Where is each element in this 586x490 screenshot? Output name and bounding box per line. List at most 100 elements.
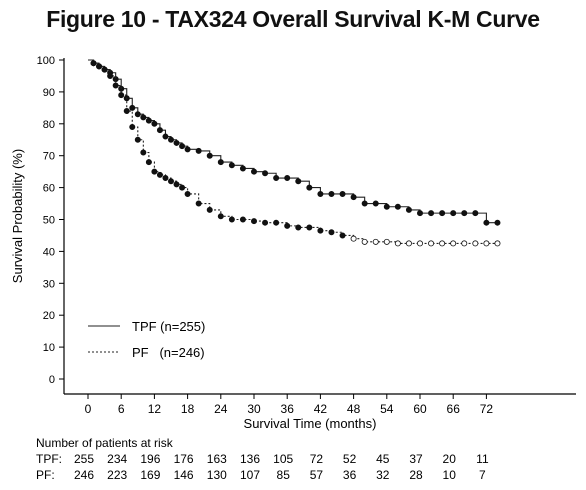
risk-count: 169 xyxy=(140,468,160,482)
censor-marker-pf xyxy=(328,229,335,236)
x-tick-label: 18 xyxy=(181,402,195,416)
censor-marker-pf xyxy=(123,108,130,115)
censor-marker-pf xyxy=(372,238,379,245)
y-tick-label: 10 xyxy=(43,342,55,354)
censor-marker-tpf xyxy=(350,194,357,201)
censor-marker-tpf xyxy=(494,219,501,226)
censor-marker-pf xyxy=(472,240,479,247)
risk-count: 176 xyxy=(174,452,194,466)
censor-marker-tpf xyxy=(262,170,269,177)
y-tick-label: 70 xyxy=(43,151,55,163)
risk-count: 36 xyxy=(343,468,357,482)
risk-count: 7 xyxy=(479,468,486,482)
censor-marker-tpf xyxy=(239,165,246,172)
risk-count: 234 xyxy=(107,452,127,466)
legend-label-tpf: TPF (n=255) xyxy=(132,319,205,334)
censor-marker-pf xyxy=(361,238,368,245)
censor-marker-tpf xyxy=(206,152,213,159)
risk-count: 107 xyxy=(240,468,260,482)
censor-marker-pf xyxy=(179,184,186,191)
censor-marker-tpf xyxy=(273,175,280,182)
x-tick-label: 72 xyxy=(480,402,494,416)
censor-marker-tpf xyxy=(167,136,174,143)
censor-marker-pf xyxy=(140,149,147,156)
risk-count: 163 xyxy=(207,452,227,466)
y-axis-title: Survival Probability (%) xyxy=(10,149,25,283)
censor-marker-tpf xyxy=(472,210,479,217)
censor-marker-pf xyxy=(284,222,291,229)
censor-marker-tpf xyxy=(339,190,346,197)
censor-marker-tpf xyxy=(405,206,412,213)
censor-marker-tpf xyxy=(217,159,224,166)
censor-marker-pf xyxy=(101,66,108,73)
series-line-tpf xyxy=(88,59,498,224)
censor-marker-pf xyxy=(96,63,103,70)
censor-marker-pf xyxy=(295,224,302,231)
y-tick-label: 40 xyxy=(43,246,55,258)
censor-marker-pf xyxy=(339,232,346,239)
censor-marker-tpf xyxy=(306,184,313,191)
risk-count: 37 xyxy=(409,452,423,466)
risk-count: 52 xyxy=(343,452,357,466)
censor-marker-pf xyxy=(217,213,224,220)
censor-marker-tpf xyxy=(151,120,158,127)
x-tick-label: 24 xyxy=(214,402,228,416)
censor-marker-pf xyxy=(206,206,213,213)
x-tick-label: 48 xyxy=(347,402,361,416)
risk-count: 57 xyxy=(310,468,324,482)
y-tick-label: 20 xyxy=(43,310,55,322)
censor-marker-tpf xyxy=(195,147,202,154)
censor-marker-pf xyxy=(262,219,269,226)
x-tick-label: 0 xyxy=(85,402,92,416)
censor-marker-tpf xyxy=(483,219,490,226)
risk-count: 246 xyxy=(74,468,94,482)
risk-table-heading: Number of patients at risk xyxy=(36,436,174,450)
censor-marker-pf xyxy=(118,92,125,99)
risk-count: 255 xyxy=(74,452,94,466)
censor-marker-tpf xyxy=(416,210,423,217)
censor-marker-tpf xyxy=(184,146,191,153)
censor-marker-tpf xyxy=(317,190,324,197)
censor-marker-tpf xyxy=(129,104,136,111)
legend-label-pf: PF (n=246) xyxy=(132,345,205,360)
risk-count: 72 xyxy=(310,452,324,466)
series-line-pf xyxy=(88,59,498,244)
censor-marker-pf xyxy=(461,240,468,247)
censor-marker-pf xyxy=(350,235,357,242)
risk-count: 32 xyxy=(376,468,390,482)
censor-marker-tpf xyxy=(156,127,163,134)
censor-marker-pf xyxy=(306,224,313,231)
censor-marker-pf xyxy=(90,60,97,67)
censor-marker-pf xyxy=(416,240,423,247)
censor-marker-pf xyxy=(439,240,446,247)
x-tick-label: 54 xyxy=(380,402,394,416)
censor-marker-pf xyxy=(228,216,235,223)
y-tick-label: 50 xyxy=(43,215,55,227)
figure-title: Figure 10 - TAX324 Overall Survival K-M … xyxy=(46,6,540,32)
censor-marker-pf xyxy=(129,123,136,130)
censor-marker-tpf xyxy=(361,200,368,207)
y-tick-label: 60 xyxy=(43,183,55,195)
y-tick-label: 100 xyxy=(37,55,55,67)
censor-marker-tpf xyxy=(140,114,147,121)
censor-marker-tpf xyxy=(134,111,141,118)
risk-row-label: PF: xyxy=(36,468,55,482)
censor-marker-tpf xyxy=(328,190,335,197)
censor-marker-pf xyxy=(173,181,180,188)
censor-marker-pf xyxy=(156,171,163,178)
censor-marker-pf xyxy=(112,82,119,89)
censor-marker-tpf xyxy=(250,168,257,175)
y-tick-label: 0 xyxy=(49,374,55,386)
censor-marker-tpf xyxy=(228,162,235,169)
censor-marker-pf xyxy=(383,238,390,245)
censor-marker-pf xyxy=(167,178,174,185)
censor-marker-pf xyxy=(134,136,141,143)
censor-marker-tpf xyxy=(145,117,152,124)
censor-marker-tpf xyxy=(461,210,468,217)
censor-marker-tpf xyxy=(173,139,180,146)
y-tick-label: 90 xyxy=(43,87,55,99)
censor-marker-pf xyxy=(394,240,401,247)
censor-marker-pf xyxy=(428,240,435,247)
x-tick-label: 30 xyxy=(247,402,261,416)
